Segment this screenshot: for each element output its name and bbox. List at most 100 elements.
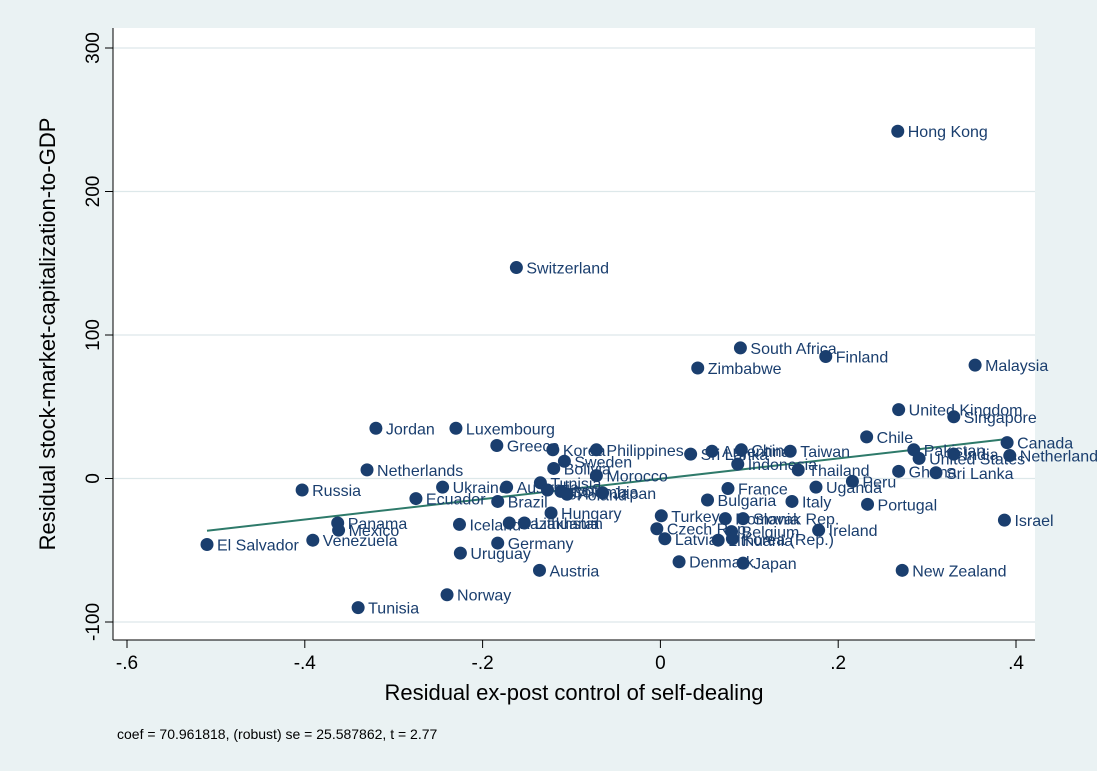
data-point-label: Netherlands [1020, 449, 1097, 466]
data-point [736, 512, 750, 526]
data-point-label: Sri Lanka [946, 466, 1014, 483]
regression-note: coef = 70.961818, (robust) se = 25.58786… [117, 726, 438, 742]
data-point [672, 555, 686, 569]
data-point [500, 480, 514, 494]
x-tick-label: .4 [1008, 653, 1024, 674]
data-point [891, 124, 905, 138]
fit-line [206, 438, 1008, 532]
y-tick-label: 0 [83, 473, 104, 484]
data-point [733, 341, 747, 355]
data-point [409, 492, 423, 506]
data-point-label: Taiwan [800, 444, 850, 461]
data-point [1000, 436, 1014, 450]
data-point-label: Latvia [675, 532, 718, 549]
data-point-label: Kazakhstan [519, 516, 603, 533]
data-point-label: New Zealand [912, 563, 1006, 580]
data-point [812, 523, 826, 537]
data-point-label: Uruguay [470, 546, 530, 563]
y-tick-label: 300 [83, 32, 104, 64]
data-point [544, 506, 558, 520]
data-point-label: Turkey [671, 509, 719, 526]
data-point-label: Russia [312, 483, 361, 500]
data-point [892, 464, 906, 478]
x-tick-label: -.6 [116, 653, 138, 674]
data-point [721, 482, 735, 496]
x-tick-label: .2 [830, 653, 846, 674]
data-point [731, 457, 745, 471]
data-point [351, 601, 365, 615]
data-point-label: Zimbabwe [708, 361, 782, 378]
data-point [785, 494, 799, 508]
data-point [819, 350, 833, 364]
data-point-label: South Africa [750, 341, 836, 358]
data-point-label: Ireland [829, 523, 878, 540]
data-point-label: Jordan [386, 421, 435, 438]
data-point [547, 461, 561, 475]
data-point-label: Venezuela [323, 533, 398, 550]
data-point-label: Panama [348, 516, 408, 533]
data-point-label: Hungary [561, 506, 621, 523]
data-point [860, 430, 874, 444]
data-point [997, 513, 1011, 527]
fit-line-group [206, 438, 1008, 532]
data-point-label: Lithuania [728, 533, 793, 550]
plot-area [113, 28, 1035, 640]
data-point [200, 538, 214, 552]
data-point [589, 443, 603, 457]
data-point [718, 512, 732, 526]
data-point-label: Philippines [606, 443, 683, 460]
data-point-label: Belgium [742, 525, 800, 542]
x-axis-title: Residual ex-post control of self-dealing [384, 680, 763, 705]
data-point-label: United States [929, 451, 1025, 468]
data-point-label: Norway [457, 588, 511, 605]
data-point-label: Japan [753, 556, 797, 573]
data-point-label: Ecuador [426, 492, 486, 509]
data-point [701, 493, 715, 507]
data-point [306, 533, 320, 547]
data-point [845, 474, 859, 488]
axes: -.6 -.4 -.2 0 .2 .4 -100 0 100 200 300 [83, 28, 1035, 674]
data-point-label: Italy [802, 494, 831, 511]
data-point-label: Sweden [574, 454, 632, 471]
data-point-label: Japan [613, 486, 657, 503]
data-point [725, 532, 739, 546]
data-point-label: Germany [508, 536, 574, 553]
data-point [502, 516, 516, 530]
data-point [736, 556, 750, 570]
data-point-label: Romania [735, 512, 799, 529]
data-point [892, 403, 906, 417]
data-point [509, 261, 523, 275]
data-point [449, 421, 463, 435]
y-tick-label: 200 [83, 176, 104, 208]
data-point [491, 536, 505, 550]
data-point-label: Singapore [964, 410, 1037, 427]
x-tick-label: -.2 [472, 653, 494, 674]
data-point [557, 454, 571, 468]
data-point [684, 447, 698, 461]
data-point [532, 563, 546, 577]
x-tick-label: 0 [655, 653, 666, 674]
data-point [912, 451, 926, 465]
data-point-label: Thailand [808, 463, 869, 480]
data-point [861, 497, 875, 511]
data-point [734, 443, 748, 457]
data-point [490, 438, 504, 452]
data-point-label: China [751, 443, 793, 460]
data-point-label: Sri Lanka [701, 447, 769, 464]
data-point-label: Bulgaria [718, 493, 777, 510]
data-point [540, 483, 554, 497]
data-point-label: Portugal [878, 497, 938, 514]
data-point-label: Brazil [508, 494, 548, 511]
data-point [783, 444, 797, 458]
y-axis-title: Residual stock-market-capitalization-to-… [35, 118, 60, 551]
data-point-label: India [964, 447, 999, 464]
data-point-label: Tunisia [368, 601, 419, 618]
data-point-label: United Kingdom [909, 403, 1023, 420]
data-point-label: Luxembourg [466, 421, 555, 438]
data-point [589, 469, 603, 483]
data-point [369, 421, 383, 435]
data-point [947, 447, 961, 461]
y-tick-label: 100 [83, 319, 104, 351]
data-point [440, 588, 454, 602]
